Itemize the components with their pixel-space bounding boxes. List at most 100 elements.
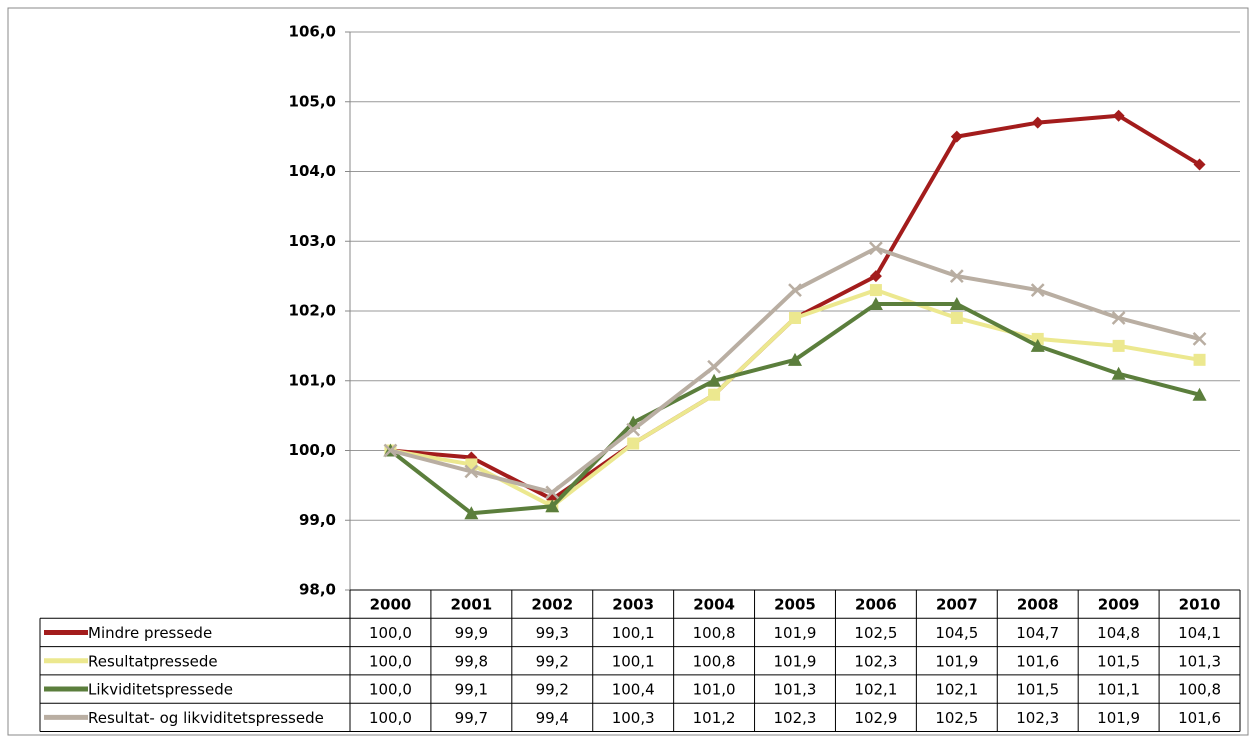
y-tick-label: 98,0 [299, 581, 336, 599]
chart-border [7, 7, 1249, 736]
marker [1112, 109, 1125, 122]
marker [789, 311, 801, 324]
x-tick-label: 2001 [450, 596, 492, 614]
marker [1192, 332, 1207, 346]
table-value: 102,5 [935, 709, 978, 727]
marker [1112, 339, 1125, 352]
marker [1111, 366, 1126, 380]
table-value: 101,9 [774, 652, 817, 670]
table-value: 100,0 [369, 681, 412, 699]
table-value: 101,6 [1016, 652, 1059, 670]
marker [1193, 158, 1206, 171]
marker [708, 388, 721, 401]
marker [707, 359, 721, 374]
table-value: 100,8 [693, 624, 736, 642]
marker [545, 485, 560, 500]
table-value: 104,5 [935, 624, 978, 642]
marker [869, 284, 882, 297]
marker [464, 506, 479, 520]
x-tick-label: 2005 [774, 596, 816, 614]
table-value: 100,4 [612, 681, 655, 699]
marker [949, 269, 964, 284]
x-tick-label: 2002 [531, 596, 573, 614]
table-value: 99,8 [455, 652, 488, 670]
table-value: 101,5 [1016, 681, 1059, 699]
table-value: 99,4 [536, 709, 569, 727]
table-value: 101,1 [1097, 681, 1140, 699]
y-tick-label: 106,0 [289, 23, 336, 41]
marker [464, 464, 479, 479]
table-value: 99,9 [455, 624, 488, 642]
table-value: 101,6 [1178, 709, 1221, 727]
table-value: 101,0 [693, 681, 736, 699]
y-tick-label: 105,0 [289, 92, 336, 110]
table-value: 102,9 [854, 709, 897, 727]
table-value: 101,5 [1097, 652, 1140, 670]
table-value: 100,8 [1178, 681, 1221, 699]
marker [788, 283, 802, 297]
table-value: 99,3 [536, 624, 569, 642]
marker [627, 437, 640, 450]
y-tick-label: 100,0 [289, 441, 336, 459]
table-value: 100,8 [693, 652, 736, 670]
marker [1111, 311, 1126, 325]
marker [869, 241, 883, 256]
marker [707, 373, 722, 387]
marker [1031, 116, 1044, 129]
y-tick-label: 103,0 [289, 232, 336, 250]
table-value: 102,1 [935, 681, 978, 699]
marker [1030, 338, 1045, 352]
table-value: 99,7 [455, 709, 488, 727]
marker [949, 297, 964, 311]
table-value: 100,0 [369, 709, 412, 727]
marker [788, 352, 802, 366]
table-value: 100,3 [612, 709, 655, 727]
table-value: 100,0 [369, 652, 412, 670]
table-value: 99,2 [536, 652, 569, 670]
y-tick-label: 104,0 [289, 162, 336, 180]
x-tick-label: 2000 [370, 596, 412, 614]
marker [1030, 283, 1045, 297]
table-value: 101,9 [935, 652, 978, 670]
x-tick-label: 2004 [693, 596, 735, 614]
table-value: 104,1 [1178, 624, 1221, 642]
table-value: 99,1 [455, 681, 488, 699]
marker [626, 422, 641, 437]
marker [1192, 387, 1207, 401]
table-value: 104,8 [1097, 624, 1140, 642]
marker [545, 499, 560, 513]
marker [868, 297, 883, 311]
legend-label: Resultat- og likviditetspressede [88, 709, 324, 727]
x-tick-label: 2007 [936, 596, 978, 614]
table-value: 101,9 [1097, 709, 1140, 727]
y-tick-label: 99,0 [299, 511, 336, 529]
table-value: 101,2 [693, 709, 736, 727]
legend-label: Mindre pressede [88, 624, 212, 642]
table-value: 100,1 [612, 652, 655, 670]
legend-label: Resultatpressede [88, 652, 218, 670]
legend-label: Likviditetspressede [88, 681, 233, 699]
x-tick-label: 2003 [612, 596, 654, 614]
table-value: 102,1 [854, 681, 897, 699]
x-tick-label: 2008 [1017, 596, 1059, 614]
table-value: 101,9 [774, 624, 817, 642]
table-value: 102,3 [854, 652, 897, 670]
table-value: 102,5 [854, 624, 897, 642]
marker [383, 443, 398, 458]
table-value: 101,3 [774, 681, 817, 699]
table-value: 100,1 [612, 624, 655, 642]
table-value: 102,3 [774, 709, 817, 727]
x-tick-label: 2010 [1179, 596, 1221, 614]
y-tick-label: 102,0 [289, 302, 336, 320]
table-value: 102,3 [1016, 709, 1059, 727]
marker [869, 270, 882, 283]
table-value: 104,7 [1016, 624, 1059, 642]
marker [950, 311, 963, 324]
x-tick-label: 2009 [1098, 596, 1140, 614]
table-value: 100,0 [369, 624, 412, 642]
table-value: 101,3 [1178, 652, 1221, 670]
marker [1193, 353, 1206, 366]
x-tick-label: 2006 [855, 596, 897, 614]
marker [950, 130, 963, 143]
